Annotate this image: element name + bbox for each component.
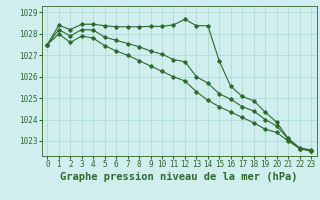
X-axis label: Graphe pression niveau de la mer (hPa): Graphe pression niveau de la mer (hPa) <box>60 172 298 182</box>
